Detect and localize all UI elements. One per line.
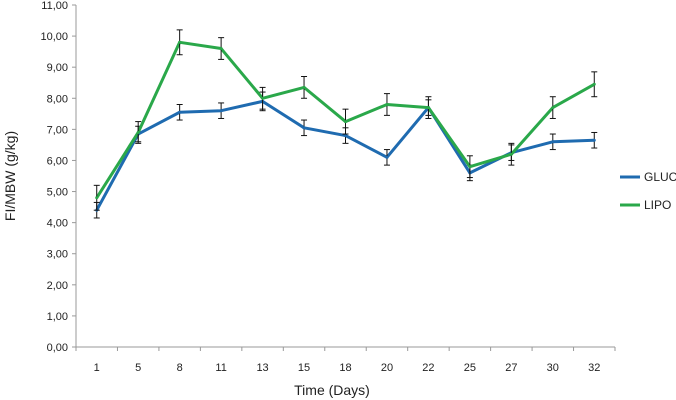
data-point-lipo (136, 130, 140, 134)
data-point-gluc (385, 155, 389, 159)
x-tick-label: 30 (547, 362, 559, 374)
y-tick-label: 0,00 (47, 342, 68, 354)
x-tick-label: 13 (256, 362, 268, 374)
y-tick-label: 6,00 (47, 155, 68, 167)
x-tick-label: 15 (298, 362, 310, 374)
y-tick-label: 8,00 (47, 93, 68, 105)
y-tick-label: 5,00 (47, 187, 68, 199)
legend-item-gluc: GLUC (620, 170, 676, 184)
series-lipo (93, 29, 598, 211)
data-point-gluc (551, 140, 555, 144)
legend-item-lipo: LIPO (620, 198, 671, 212)
y-tick-label: 1,00 (47, 311, 68, 323)
data-point-gluc (219, 109, 223, 113)
data-point-gluc (178, 110, 182, 114)
data-point-lipo (178, 40, 182, 44)
data-point-lipo (385, 102, 389, 106)
data-point-gluc (344, 134, 347, 138)
y-tick-label: 9,00 (47, 62, 68, 74)
y-axis-label: FI/MBW (g/kg) (2, 131, 18, 221)
y-tick-label: 11,00 (41, 0, 68, 12)
x-tick-label: 11 (215, 362, 226, 374)
data-point-lipo (509, 152, 513, 156)
x-tick-label: 32 (588, 362, 600, 374)
x-axis-label: Time (Days) (294, 382, 370, 398)
y-tick-label: 2,00 (47, 280, 68, 292)
series-group (93, 29, 598, 219)
data-point-lipo (219, 47, 223, 51)
data-point-lipo (261, 96, 265, 100)
x-tick-label: 1 (94, 362, 100, 374)
data-point-lipo (95, 196, 99, 200)
x-tick-label: 8 (177, 362, 183, 374)
data-point-lipo (551, 106, 555, 110)
x-tick-label: 5 (135, 362, 141, 374)
data-point-gluc (592, 138, 596, 142)
data-point-lipo (592, 82, 596, 86)
data-point-lipo (302, 85, 306, 89)
x-axis: 1 5 8 11 13 15 18 20 22 25 27 30 32 (75, 346, 616, 374)
legend-label-gluc: GLUC (644, 170, 676, 184)
x-tick-label: 22 (422, 362, 434, 374)
data-point-lipo (426, 106, 430, 110)
x-tick-label: 25 (464, 362, 476, 374)
data-point-gluc (302, 126, 306, 130)
legend-label-lipo: LIPO (644, 198, 671, 212)
y-tick-label: 3,00 (47, 249, 68, 261)
x-tick-label: 20 (381, 362, 393, 374)
y-tick-label: 10,00 (40, 31, 68, 43)
y-axis: 0,00 1,00 2,00 3,00 4,00 5,00 6,00 7,00 8,00 9,00… (40, 0, 77, 354)
y-tick-label: 4,00 (47, 218, 68, 230)
x-tick-group: 1 5 8 11 13 15 18 20 22 25 27 30 32 (75, 347, 616, 374)
y-tick-label: 7,00 (47, 124, 68, 136)
y-tick-group: 0,00 1,00 2,00 3,00 4,00 5,00 6,00 7,00 8,00 9,00… (40, 0, 76, 354)
data-point-lipo (468, 165, 472, 169)
data-point-lipo (344, 120, 347, 124)
x-tick-label: 27 (505, 362, 517, 374)
x-tick-label: 18 (339, 362, 351, 374)
legend: GLUC LIPO (620, 170, 676, 212)
